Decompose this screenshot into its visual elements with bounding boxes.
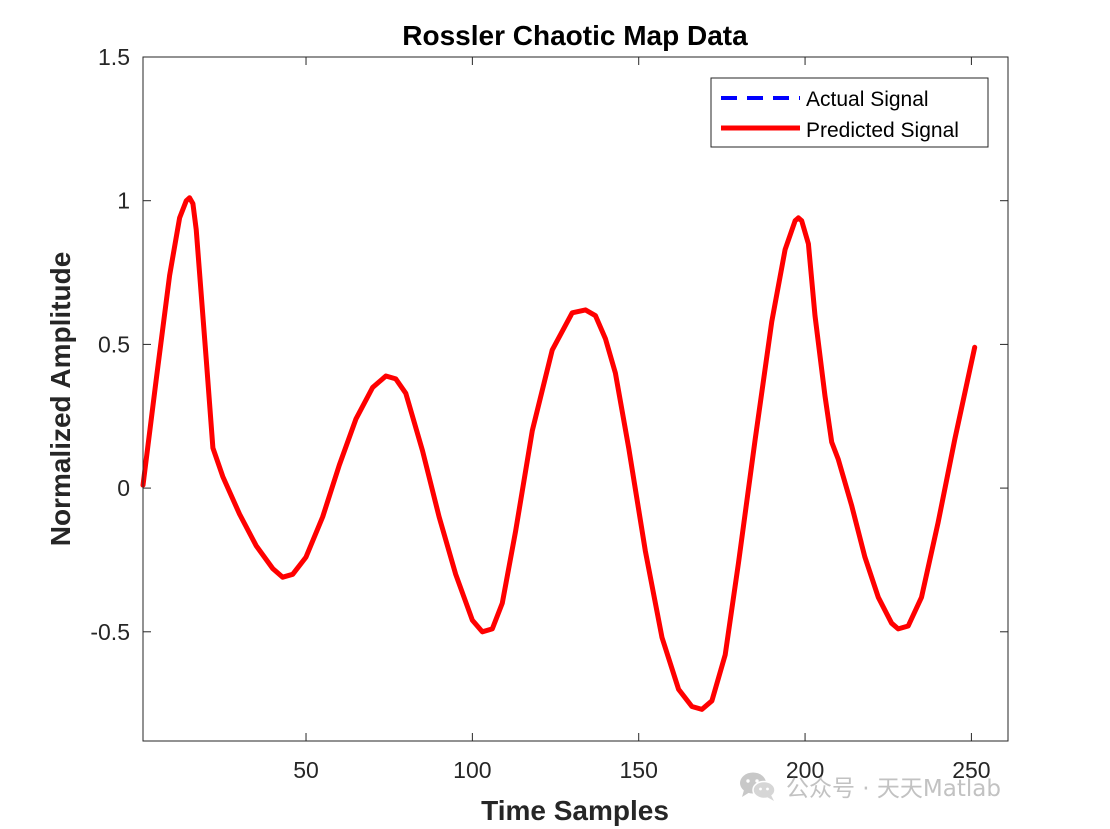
x-tick-label: 250 [952,757,990,783]
x-tick-label: 150 [620,757,658,783]
x-axis-label: Time Samples [481,795,669,826]
y-axis-label: Normalized Amplitude [45,252,76,547]
legend-box [710,77,989,148]
watermark: 公众号 · 天天Matlab [738,766,1001,806]
y-axis-ticks: -0.5 0 0.5 1 1.5 [90,44,1008,645]
legend-label-predicted: Predicted Signal [806,119,959,142]
watermark-text: 公众号 · 天天Matlab [786,776,1001,802]
y-tick-label: 1.5 [98,44,130,70]
x-tick-label: 50 [293,757,319,783]
x-tick-label: 100 [453,757,491,783]
y-tick-label: 1 [117,188,130,214]
plot-area [143,57,1008,741]
y-tick-label: -0.5 [90,619,130,645]
axes-box [142,56,1009,742]
y-tick-label: 0.5 [98,331,130,357]
series-line-predicted [140,195,978,712]
x-axis-ticks: 50 100 150 200 250 [293,57,991,783]
series-layer [140,195,978,712]
x-tick-label: 200 [786,757,824,783]
chart-title: Rossler Chaotic Map Data [402,20,748,51]
legend[interactable]: Actual Signal Predicted Signal [710,77,989,148]
y-tick-label: 0 [117,475,130,501]
legend-label-actual: Actual Signal [806,88,929,111]
wechat-icon [740,772,776,801]
